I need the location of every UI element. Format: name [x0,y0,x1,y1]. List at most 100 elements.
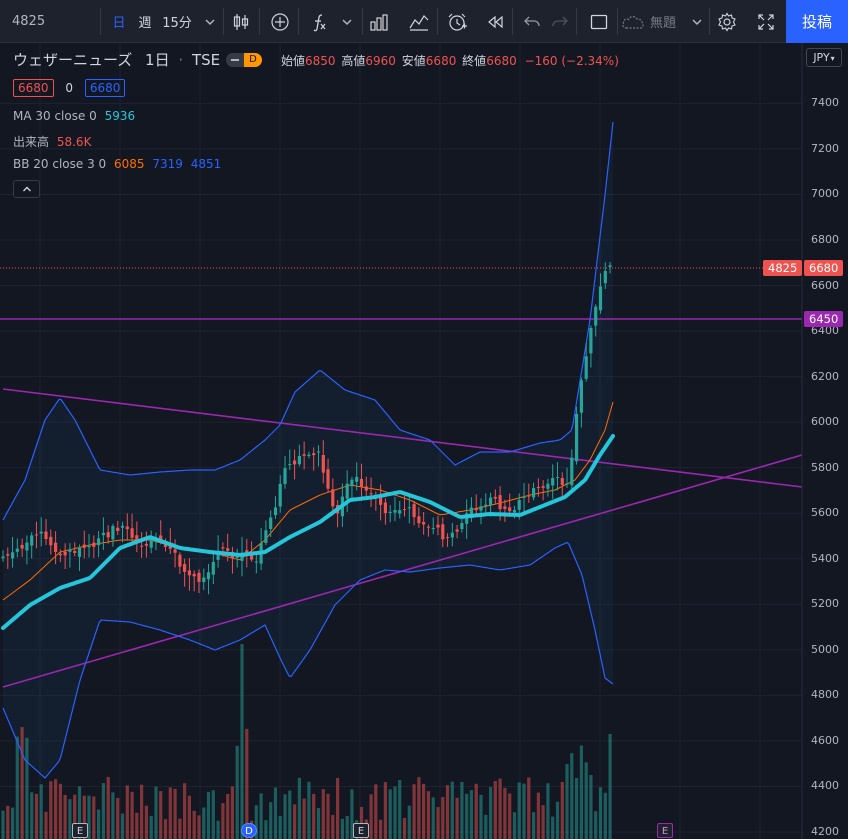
timeframe-week-button[interactable]: 週 [138,16,152,31]
volume-bar [417,777,421,839]
volume-bar [39,784,43,839]
volume-bar [183,783,187,839]
indicators-button[interactable] [304,0,334,43]
financials-button[interactable] [364,0,394,43]
candle-body [106,532,110,538]
layout-dropdown[interactable] [686,0,708,43]
candle-body [331,489,335,507]
spread-value: 0 [65,81,74,95]
buy-button[interactable]: 6680 [84,79,126,97]
candle-body [388,511,392,513]
candle-body [312,453,316,456]
fullscreen-button[interactable] [750,0,782,43]
candle-body [15,548,19,552]
sell-button[interactable]: 6680 [13,79,54,97]
candle-body [469,507,473,517]
settings-button[interactable] [712,0,742,43]
volume-bar [264,820,268,839]
volume-bar [474,783,478,839]
candle-body [11,552,15,559]
volume-bar [187,795,191,839]
candle-body [603,270,607,284]
undo-button[interactable] [518,0,546,43]
chart-type-button[interactable] [226,0,256,43]
volume-bar [63,795,67,839]
replay-button[interactable] [480,0,510,43]
volume-bar [445,785,450,839]
chevron-down-icon [692,18,702,25]
square-icon [590,14,608,29]
candle-body [1,556,5,559]
candle-body [455,529,459,532]
timeframe-day-button[interactable]: 日 [112,16,126,31]
volume-bar [307,781,311,839]
volume-bar [159,791,163,839]
market-status-badge[interactable]: D [226,52,262,67]
candle-body [369,493,373,495]
volume-bar [407,805,411,839]
candle-body [302,454,306,456]
volume-legend[interactable]: 出来高 58.6K [13,135,92,149]
price-tick-label: 5000 [811,642,839,656]
earnings-event-marker[interactable]: E [72,823,88,838]
volume-bar [532,812,536,839]
volume-bar [269,802,273,839]
layout-name-button[interactable]: 無題 [620,0,682,43]
alarm-clock-icon [448,13,467,31]
volume-bar [154,786,158,839]
timeframe-dropdown[interactable] [198,0,222,43]
compare-button[interactable] [264,0,296,43]
candle-body [402,509,407,511]
volume-bar [383,782,387,839]
chevron-down-icon: ▾ [830,54,835,63]
candle-body [474,508,478,511]
candle-body [135,535,139,543]
candle-body [25,542,29,551]
timeframe-15m-button[interactable]: 15分 [162,16,192,31]
candle-body [6,554,10,556]
alert-button[interactable] [441,0,473,43]
volume-bar [140,784,144,839]
symbol-tag: 4825 [763,260,803,276]
ma-legend[interactable]: MA 30 close 0 5936 [13,109,136,123]
templates-button[interactable] [403,0,435,43]
volume-bar [603,792,607,839]
bb-upper-line [2,121,614,521]
symbol-search[interactable]: 4825 [0,0,70,43]
volume-bar [297,777,301,839]
currency-selector[interactable]: JPY▾ [806,48,842,67]
earnings-event-marker[interactable]: E [353,823,369,838]
candle-body [546,483,550,489]
volume-bar [565,764,569,839]
volume-bar [49,781,53,839]
future-earnings-event-marker[interactable]: E [657,823,673,838]
volume-bar [87,795,91,839]
collapse-legend-button[interactable] [13,180,40,198]
candle-body [541,486,545,488]
bid-ask-row: 6680 0 6680 [13,79,126,97]
candle-body [551,478,555,486]
candle-body [173,549,177,553]
redo-button[interactable] [546,0,574,43]
candle-body [149,539,153,548]
price-chart[interactable] [0,43,848,839]
volume-bar [273,787,278,839]
volume-bar [120,813,125,839]
volume-bar [58,783,62,839]
publish-button[interactable]: 投稿 [786,0,848,43]
dividend-event-marker[interactable]: D [241,823,257,838]
bb-legend[interactable]: BB 20 close 3 0 6085 7319 4851 [13,157,222,171]
volume-bar [235,745,239,839]
candle-body [565,483,569,485]
candle-body [579,380,583,413]
volume-bar [379,819,383,839]
ma-value: 5936 [104,109,136,123]
indicator-template-icon [409,14,429,31]
volume-bar [125,785,129,839]
fullscreen-layout-button[interactable] [584,0,614,43]
candle-body [536,487,540,489]
candle-body [412,504,416,518]
candle-body [594,306,598,326]
indicators-dropdown[interactable] [336,0,358,43]
volume-bar [388,789,392,839]
